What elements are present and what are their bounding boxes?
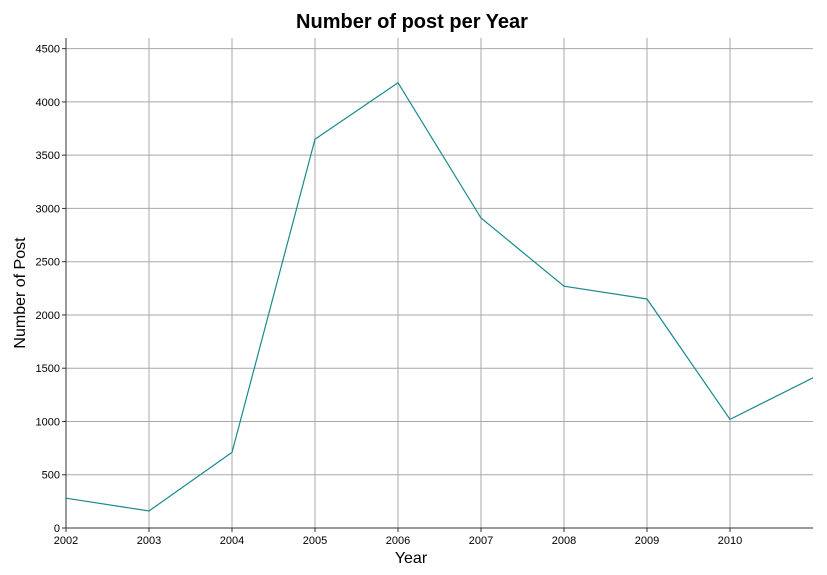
x-tick-label: 2010 <box>718 535 742 547</box>
x-tick-label: 2002 <box>54 535 78 547</box>
grid <box>66 38 813 528</box>
x-tick-label: 2007 <box>469 535 493 547</box>
x-tick-label: 2005 <box>303 535 327 547</box>
x-tick-label: 2006 <box>386 535 410 547</box>
x-tick-label: 2009 <box>635 535 659 547</box>
y-axis-label: Number of Post <box>12 237 29 349</box>
y-tick-label: 3500 <box>36 150 60 162</box>
axes <box>65 38 813 529</box>
y-ticks: 0 500 1000 1500 2000 2500 3000 3500 4000 4500 <box>36 44 66 535</box>
y-tick-label: 4500 <box>36 44 60 56</box>
x-tick-label: 2004 <box>220 535 244 547</box>
y-tick-label: 2000 <box>36 310 60 322</box>
y-tick-label: 3000 <box>36 203 60 215</box>
y-tick-label: 0 <box>54 523 60 535</box>
series-line <box>65 81 814 512</box>
y-tick-label: 4000 <box>36 97 60 109</box>
y-tick-label: 1500 <box>36 363 60 375</box>
x-tick-label: 2008 <box>552 535 576 547</box>
x-tick-label: 2003 <box>137 535 161 547</box>
y-tick-label: 1000 <box>36 416 60 428</box>
x-axis-label: Year <box>395 550 428 567</box>
x-ticks: 2002 2003 2004 2005 2006 2007 2008 2009 2010 <box>54 528 742 547</box>
chart-title: Number of post per Year <box>296 11 528 33</box>
series-layer <box>65 81 814 512</box>
y-tick-label: 2500 <box>36 257 60 269</box>
y-tick-label: 500 <box>42 470 60 482</box>
